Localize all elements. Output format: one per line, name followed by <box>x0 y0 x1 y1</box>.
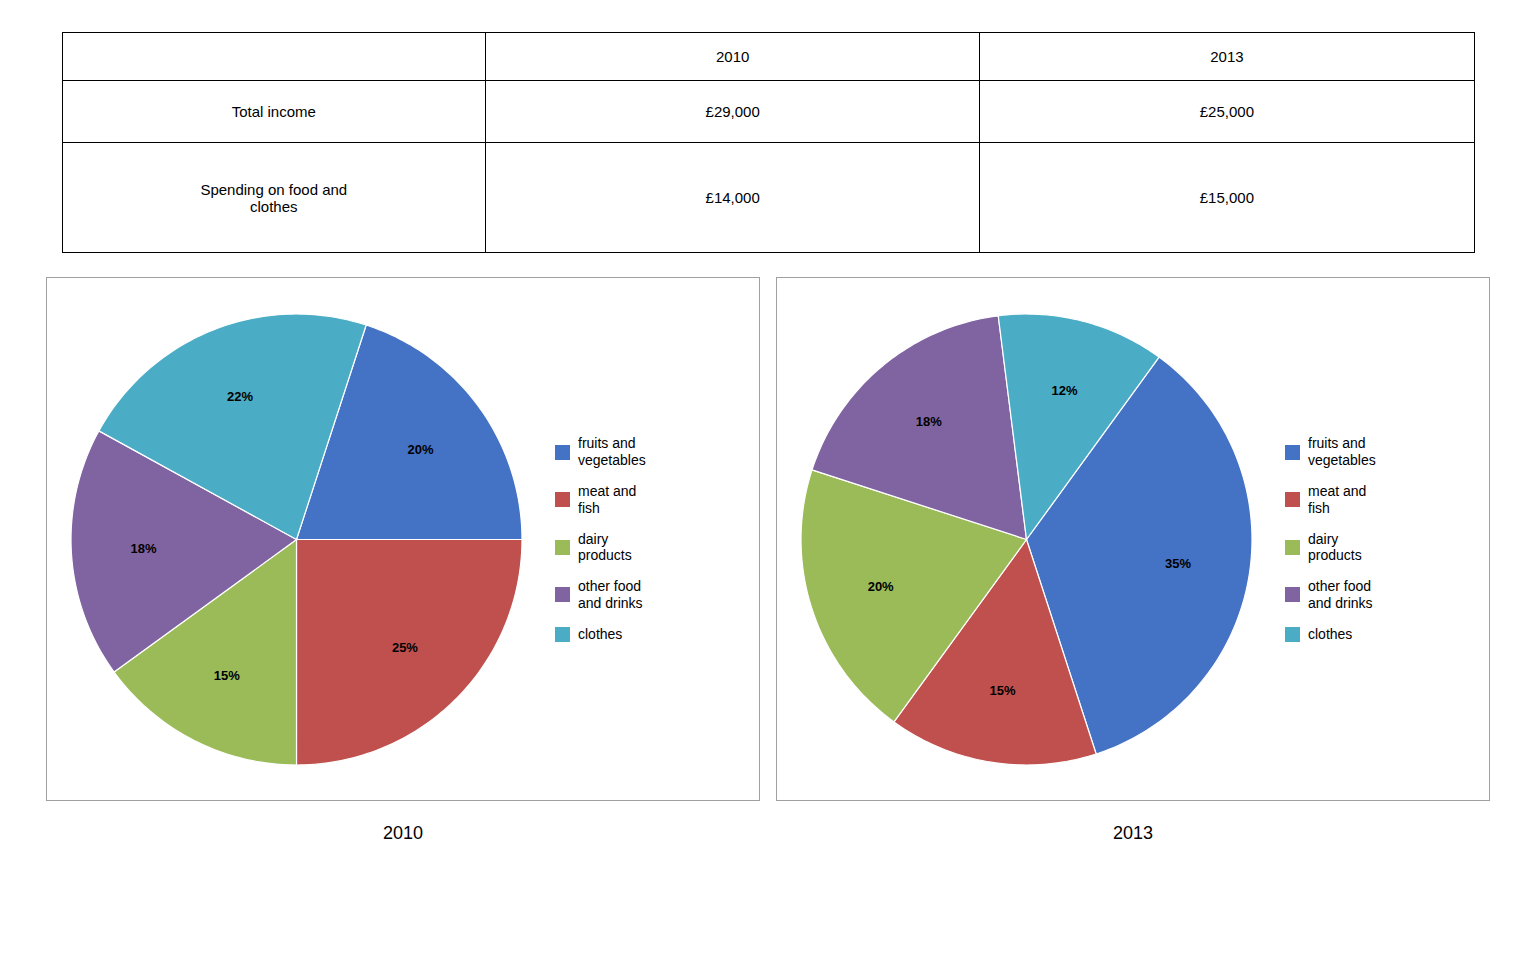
svg-text:15%: 15% <box>989 683 1015 698</box>
html-text:2010: 2010 <box>383 823 423 843</box>
svg-text:12%: 12% <box>1052 383 1078 398</box>
html-text:dairy products: dairy products <box>1308 530 1362 564</box>
html-text:£29,000: £29,000 <box>705 103 760 120</box>
html-text:£15,000: £15,000 <box>1199 189 1254 206</box>
svg-text:18%: 18% <box>916 414 942 429</box>
svg-text:25%: 25% <box>392 640 418 655</box>
html-text:clothes: clothes <box>578 625 623 642</box>
html-text:£25,000: £25,000 <box>1199 103 1254 120</box>
html-text:other food and drinks: other food and drinks <box>1308 578 1373 611</box>
html-text:clothes: clothes <box>1308 625 1353 642</box>
html-text:meat and fish: meat and fish <box>578 483 637 516</box>
svg-text:20%: 20% <box>868 579 894 594</box>
html-text:fruits and vegetables: fruits and vegetables <box>1308 435 1376 469</box>
html-text:2013: 2013 <box>1210 48 1244 65</box>
html-text:Spending on food and clothes: Spending on food and clothes <box>200 180 348 215</box>
html-text:2010: 2010 <box>716 48 750 65</box>
html-text:dairy products: dairy products <box>578 530 632 564</box>
svg-text:18%: 18% <box>130 541 156 556</box>
html-text:fruits and vegetables: fruits and vegetables <box>578 435 646 469</box>
html-text:2013: 2013 <box>1113 823 1153 843</box>
html-text:£14,000: £14,000 <box>705 189 760 206</box>
html-text:Total income: Total income <box>231 103 316 120</box>
html-text:meat and fish: meat and fish <box>1308 483 1367 516</box>
svg-text:15%: 15% <box>214 668 240 683</box>
svg-text:20%: 20% <box>408 442 434 457</box>
svg-text:35%: 35% <box>1165 556 1191 571</box>
html-text:other food and drinks: other food and drinks <box>578 578 643 611</box>
svg-text:22%: 22% <box>227 389 253 404</box>
